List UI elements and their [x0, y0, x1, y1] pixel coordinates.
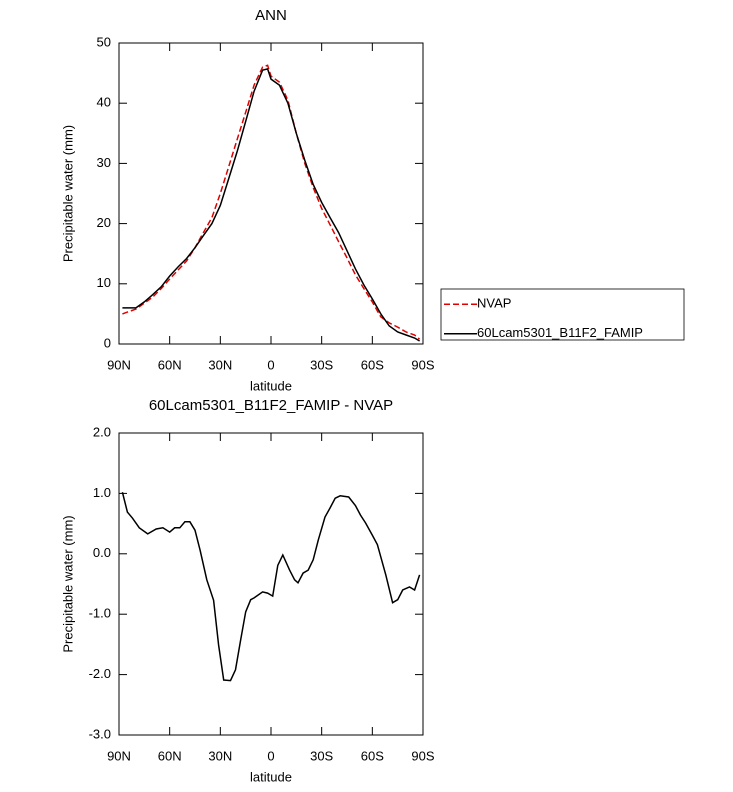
- y-tick-label: 0: [104, 335, 111, 350]
- y-axis-label: Precipitable water (mm): [60, 515, 75, 652]
- y-tick-label: 0.0: [93, 545, 111, 560]
- legend-box: [440, 288, 685, 341]
- x-tick-label: 30S: [310, 748, 333, 763]
- plot-frame: [118, 432, 424, 736]
- x-axis-label: latitude: [250, 378, 292, 393]
- x-tick-label: 30N: [208, 357, 232, 372]
- x-tick-label: 30N: [208, 748, 232, 763]
- x-tick-label: 0: [267, 357, 274, 372]
- y-tick-label: 2.0: [93, 424, 111, 439]
- x-tick-label: 90N: [107, 357, 131, 372]
- plot-frame: [118, 42, 424, 345]
- y-tick-label: 40: [97, 95, 111, 110]
- x-tick-label: 60S: [361, 748, 384, 763]
- x-tick-label: 60N: [158, 357, 182, 372]
- chart-title: 60Lcam5301_B11F2_FAMIP - NVAP: [149, 397, 393, 414]
- data-line: [122, 64, 421, 340]
- y-tick-label: -1.0: [89, 606, 111, 621]
- data-line: [121, 492, 421, 682]
- data-line: [122, 68, 420, 342]
- x-tick-label: 0: [267, 748, 274, 763]
- y-tick-label: 20: [97, 215, 111, 230]
- x-tick-label: 30S: [310, 357, 333, 372]
- y-tick-label: -2.0: [89, 666, 111, 681]
- y-axis-label: Precipitable water (mm): [60, 125, 75, 262]
- y-tick-label: -3.0: [89, 726, 111, 741]
- legend-label: 60Lcam5301_B11F2_FAMIP: [477, 325, 643, 340]
- y-tick-label: 30: [97, 155, 111, 170]
- y-tick-label: 1.0: [93, 485, 111, 500]
- x-tick-label: 90N: [107, 748, 131, 763]
- legend-label: NVAP: [477, 296, 511, 311]
- x-tick-label: 90S: [411, 357, 434, 372]
- x-tick-label: 90S: [411, 748, 434, 763]
- x-tick-label: 60S: [361, 357, 384, 372]
- x-axis-label: latitude: [250, 769, 292, 784]
- y-tick-label: 50: [97, 34, 111, 49]
- x-tick-label: 60N: [158, 748, 182, 763]
- chart-title: ANN: [255, 7, 287, 24]
- y-tick-label: 10: [97, 275, 111, 290]
